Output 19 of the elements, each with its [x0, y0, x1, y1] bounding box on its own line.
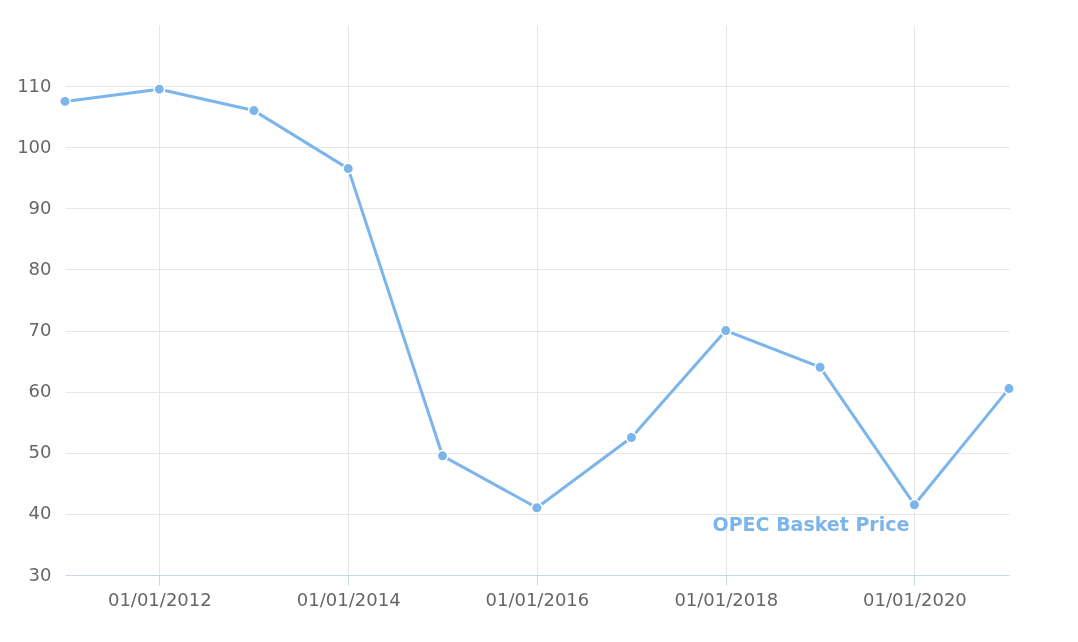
- point: [530, 501, 543, 514]
- y-tick-label: 30: [28, 563, 52, 585]
- y-tick-label: 60: [28, 380, 52, 402]
- x-tick-label: 01/01/2012: [107, 588, 212, 610]
- y-tick-label: 70: [28, 319, 52, 341]
- x-tick-label: 01/01/2020: [863, 588, 967, 610]
- y-tick-label: 90: [28, 196, 52, 218]
- y-tick-label: 80: [28, 257, 52, 279]
- series-label: OPEC Basket Price: [712, 513, 910, 535]
- point: [719, 324, 732, 337]
- point: [153, 83, 166, 96]
- y-tick-label: 50: [28, 441, 52, 463]
- x-tick-label: 01/01/2016: [485, 588, 590, 610]
- y-tick-label: 100: [17, 135, 52, 157]
- x-tick-label: 01/01/2018: [674, 588, 779, 610]
- point: [436, 449, 449, 462]
- y-tick-label: 40: [28, 502, 52, 524]
- y-tick-label: 110: [17, 74, 52, 96]
- x-tick-label: 01/01/2014: [296, 588, 401, 610]
